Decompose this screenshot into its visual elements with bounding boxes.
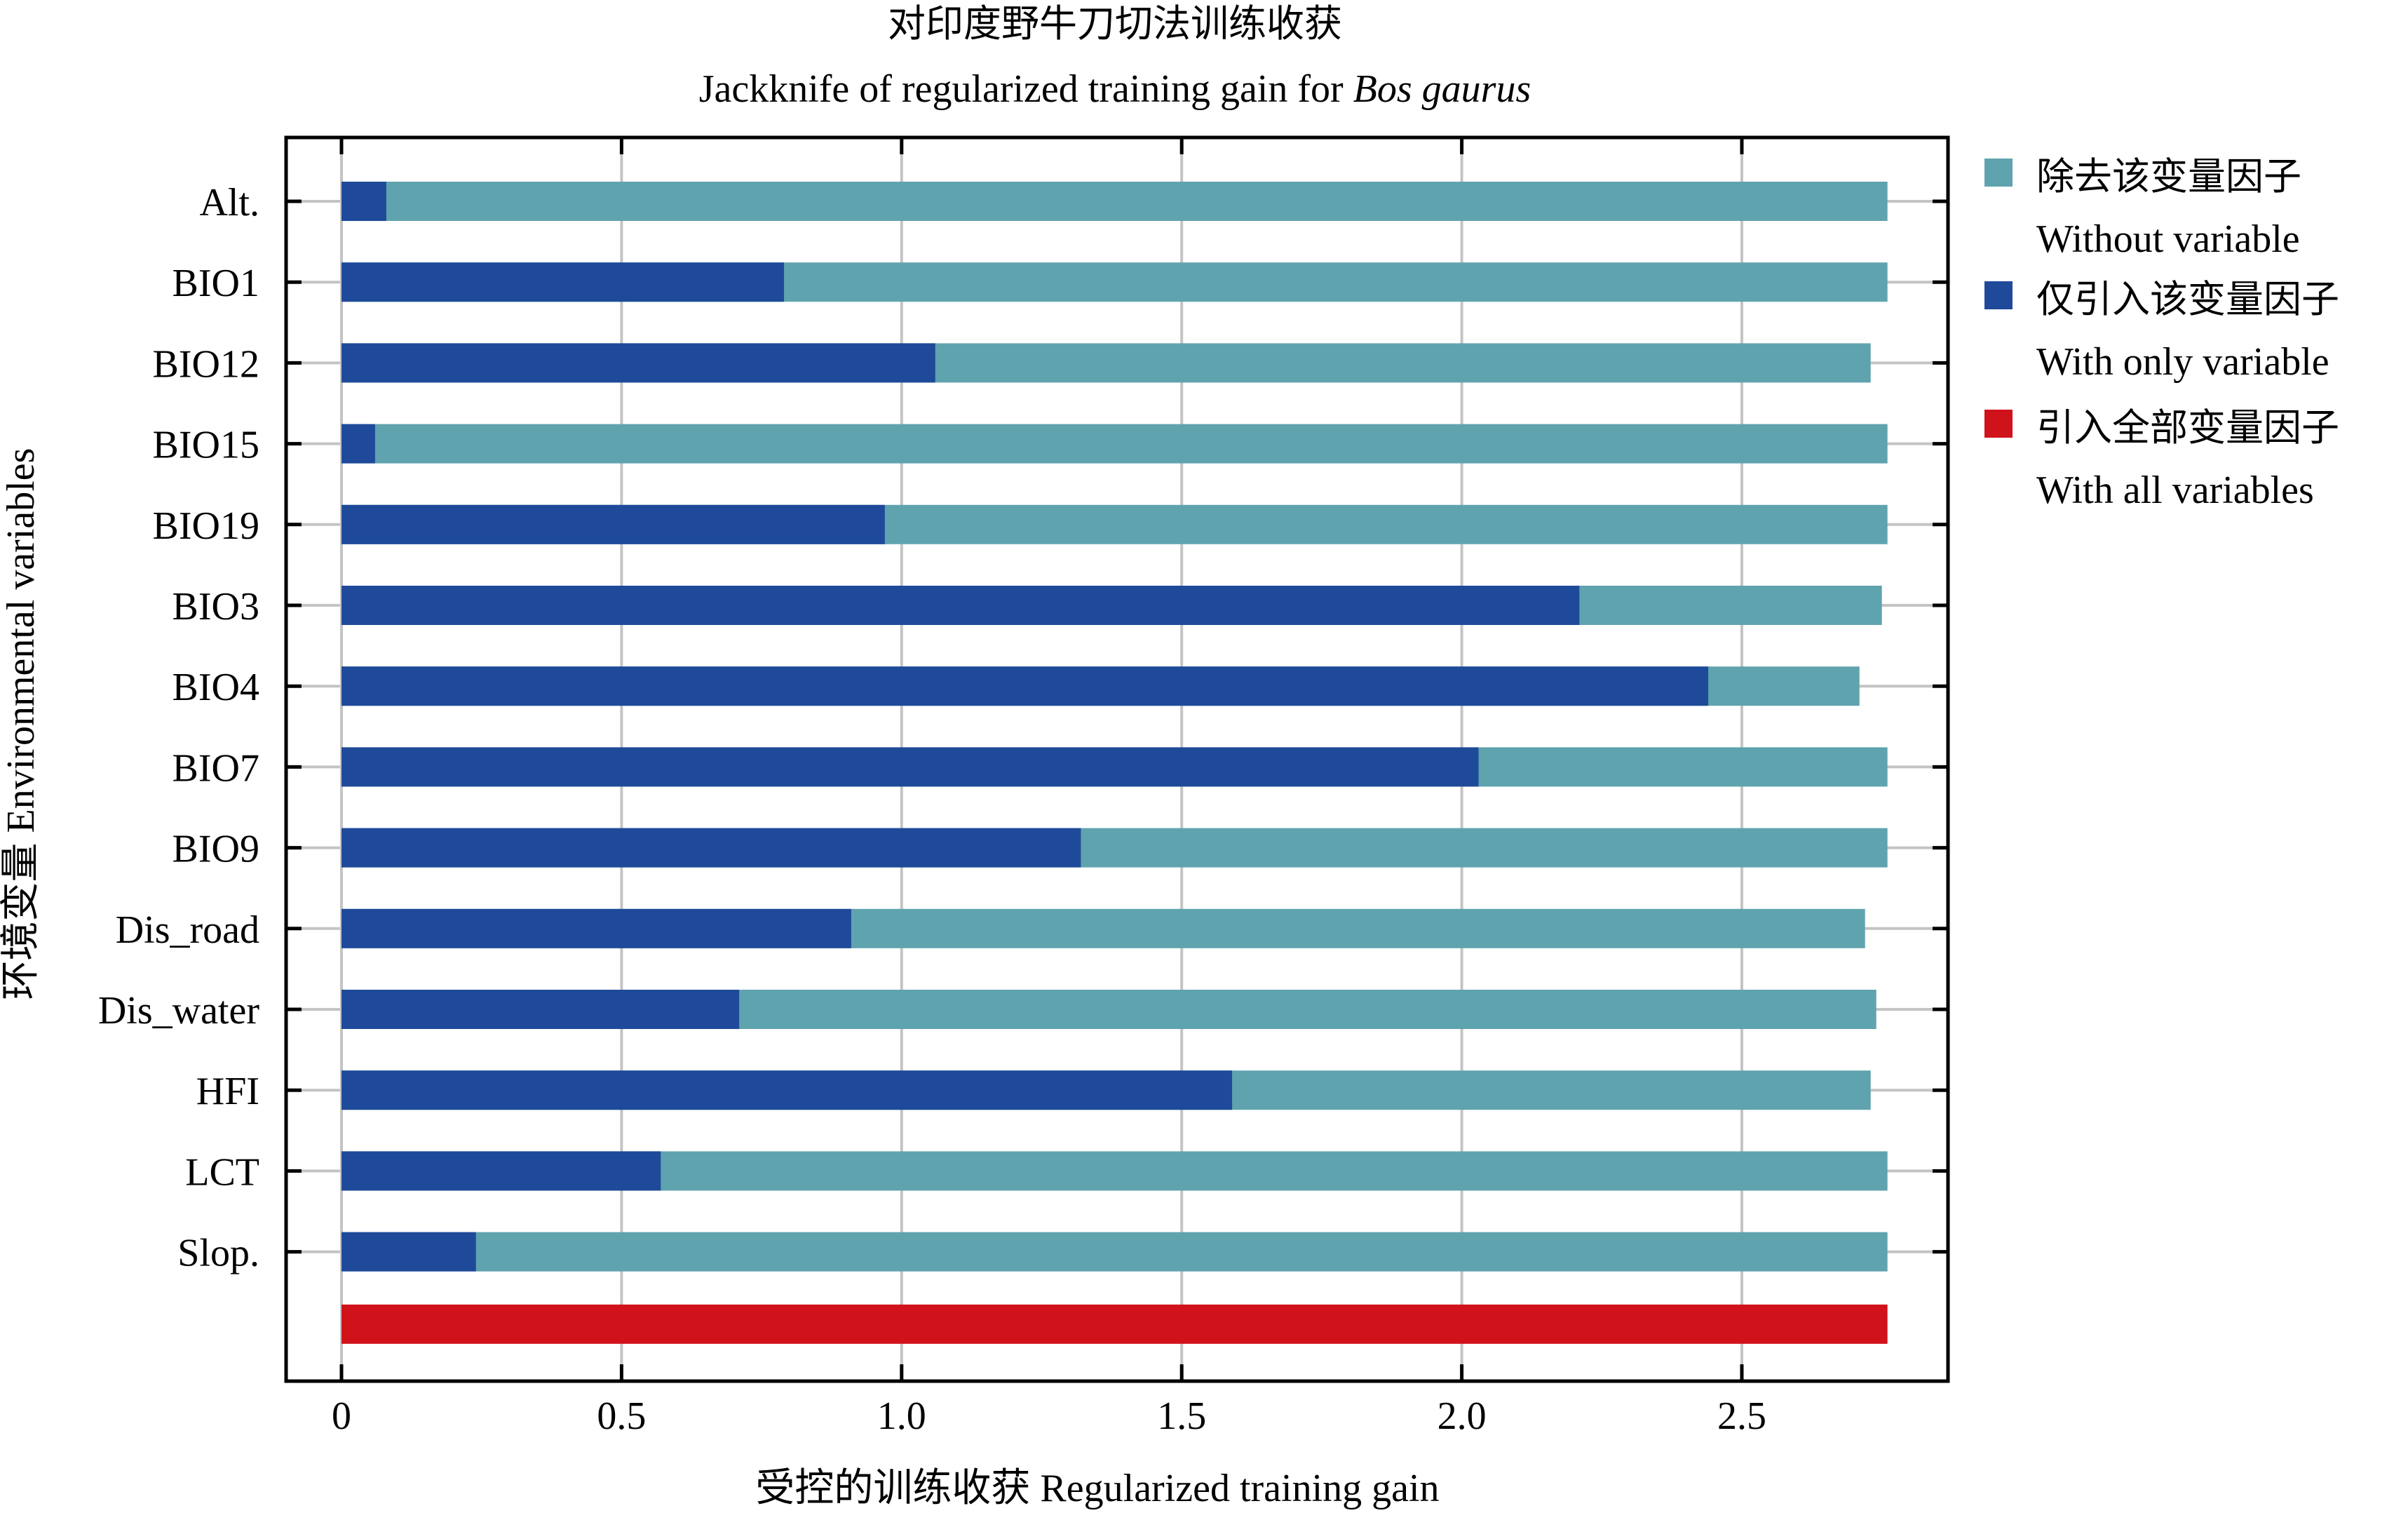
x-tick-label: 2.0 xyxy=(1438,1394,1487,1438)
x-tick-label: 0 xyxy=(332,1394,351,1438)
y-tick-label: Alt. xyxy=(199,181,259,224)
y-tick-label: Dis_road xyxy=(116,908,259,952)
y-axis-title: 环境变量 Environmental variables xyxy=(0,448,43,1000)
bar-with-only-variable xyxy=(341,1070,1233,1110)
y-axis-ticks: Alt. BIO1 BIO12 BIO15 BIO19 BIO3 BIO4 BIO7 BIO9 D… xyxy=(98,181,1948,1275)
title-prefix: Jackknife of regularized training gain f… xyxy=(699,67,1353,111)
y-tick-label: BIO1 xyxy=(173,262,259,305)
bar-with-only-variable xyxy=(341,586,1580,625)
y-tick-label: BIO4 xyxy=(173,666,259,709)
legend-label-en: With only variable xyxy=(2036,340,2329,384)
x-axis-title: 受控的训练收获 Regularized training gain xyxy=(755,1467,1439,1510)
y-tick-label: BIO12 xyxy=(153,342,259,386)
legend-swatch xyxy=(1984,281,2013,309)
y-tick-label: HFI xyxy=(196,1070,259,1113)
legend-label-cn: 仅引入该变量因子 xyxy=(2036,277,2339,321)
x-tick-label: 0.5 xyxy=(597,1394,646,1438)
chart-title-english: Jackknife of regularized training gain f… xyxy=(699,67,1531,111)
legend-swatch xyxy=(1984,410,2013,438)
bar-with-only-variable xyxy=(341,424,375,464)
legend-swatch xyxy=(1984,159,2013,187)
bar-with-only-variable xyxy=(341,343,935,383)
bar-with-only-variable xyxy=(341,504,885,544)
y-tick-label: BIO9 xyxy=(173,828,259,871)
bar-with-only-variable xyxy=(341,1232,476,1272)
bar-with-only-variable xyxy=(341,908,851,948)
y-tick-label: LCT xyxy=(185,1150,259,1194)
x-tick-label: 2.5 xyxy=(1717,1394,1766,1438)
y-tick-label: BIO15 xyxy=(153,424,259,467)
title-species: Bos gaurus xyxy=(1353,67,1531,111)
y-tick-label: Dis_water xyxy=(98,989,260,1033)
bar-without-variable xyxy=(341,1232,1888,1272)
bar-with-only-variable xyxy=(341,747,1479,787)
legend-label-en: With all variables xyxy=(2036,469,2314,512)
y-tick-label: BIO19 xyxy=(153,504,259,548)
y-tick-label: BIO3 xyxy=(173,585,259,628)
legend-label-cn: 引入全部变量因子 xyxy=(2036,405,2339,450)
y-tick-label: BIO7 xyxy=(173,746,259,790)
bar-with-only-variable xyxy=(341,828,1081,868)
bar-with-only-variable xyxy=(341,666,1709,706)
legend: 除去该变量因子 Without variable 仅引入该变量因子 With only… xyxy=(1984,154,2339,512)
y-tick-label: Slop. xyxy=(177,1232,259,1275)
bar-with-all-variables xyxy=(341,1304,1888,1344)
bar-with-only-variable xyxy=(341,182,386,221)
bar-with-only-variable xyxy=(341,1151,661,1191)
legend-label-en: Without variable xyxy=(2036,217,2300,261)
bar-without-variable xyxy=(341,424,1888,464)
x-tick-label: 1.5 xyxy=(1157,1394,1206,1438)
x-axis-ticks: 0 0.5 1.0 1.5 2.0 2.5 xyxy=(332,137,1766,1438)
bar-without-variable xyxy=(341,182,1888,221)
bar-with-only-variable xyxy=(341,990,740,1029)
chart-title-chinese: 对印度野牛刀切法训练收获 xyxy=(888,1,1342,46)
bar-with-only-variable xyxy=(341,262,785,302)
legend-label-cn: 除去该变量因子 xyxy=(2036,154,2301,199)
x-tick-label: 1.0 xyxy=(877,1394,926,1438)
bars xyxy=(341,182,1888,1344)
